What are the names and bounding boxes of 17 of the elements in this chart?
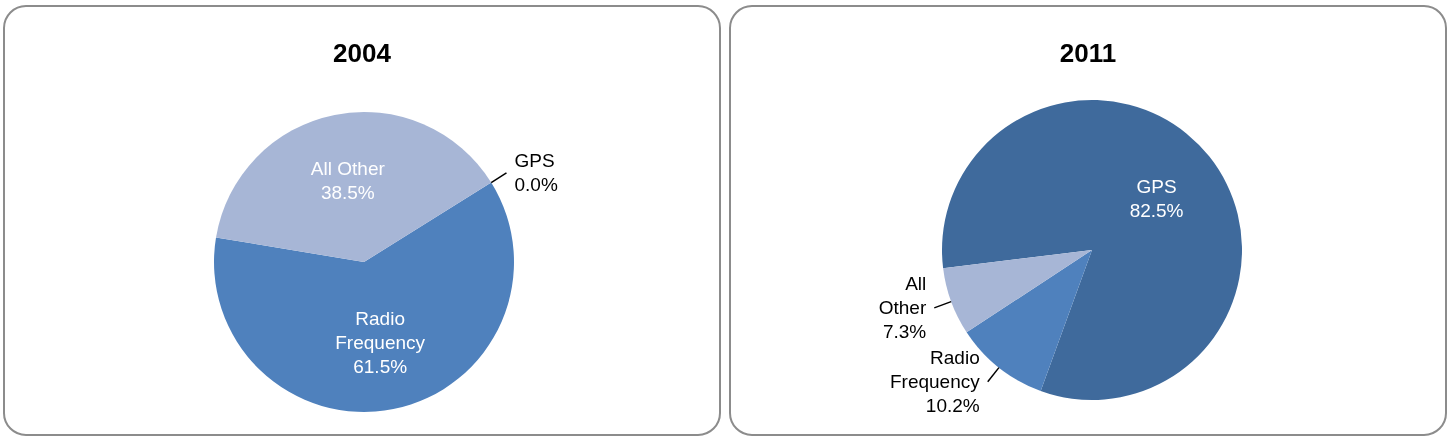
pie-slice xyxy=(214,182,514,412)
chart-title: 2011 xyxy=(1059,38,1117,68)
pie-slice xyxy=(216,112,492,262)
data-label: 61.5% xyxy=(353,355,408,377)
slice-label: All Other xyxy=(878,272,927,318)
pie-slice xyxy=(943,250,1092,333)
data-label: 10.2% xyxy=(925,394,980,416)
data-label: 38.5% xyxy=(320,182,375,204)
slice-label: Radio Frequency xyxy=(335,307,426,353)
slice-label: GPS xyxy=(1136,175,1177,197)
slice-label: Radio Frequency xyxy=(889,346,981,392)
category-label: GPS xyxy=(514,149,555,171)
chart-title: 2004 xyxy=(333,38,392,68)
text: 0.0% xyxy=(514,173,558,195)
slice-label: All Other xyxy=(310,158,386,180)
data-label: 7.3% xyxy=(882,320,927,342)
data-label: 82.5% xyxy=(1129,199,1184,221)
